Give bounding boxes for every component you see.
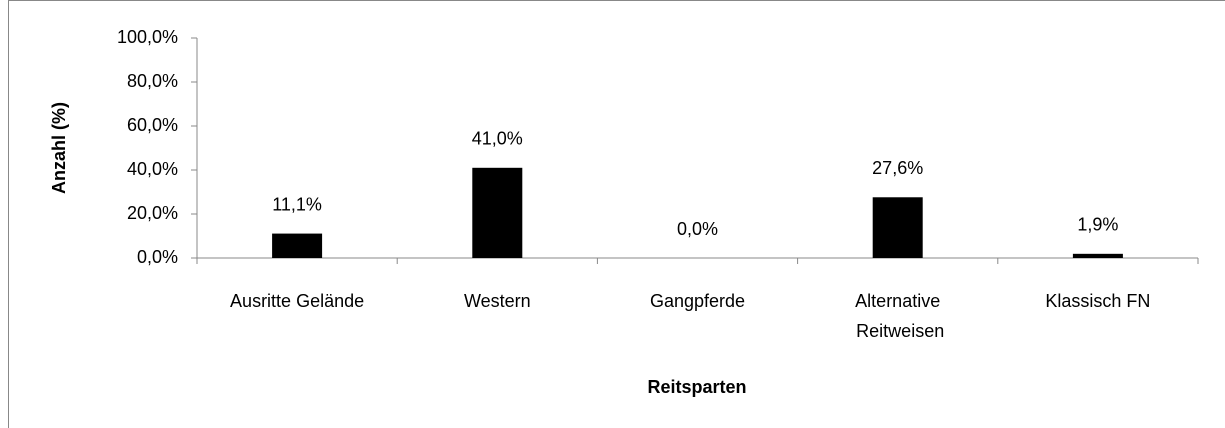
bar: [472, 167, 523, 258]
data-label: 27,6%: [872, 158, 923, 178]
y-tick-label: 20,0%: [127, 203, 178, 223]
y-tick-label: 60,0%: [127, 115, 178, 135]
data-label: 0,0%: [677, 219, 718, 239]
y-tick-label: 80,0%: [127, 71, 178, 91]
y-tick-label: 100,0%: [117, 27, 178, 47]
x-axis-label: Reitsparten: [647, 377, 746, 397]
data-label: 41,0%: [472, 129, 523, 149]
bar: [872, 197, 923, 258]
x-tick-label: Ausritte Gelände: [230, 291, 364, 311]
bar: [272, 233, 323, 258]
data-label: 11,1%: [272, 194, 322, 214]
bar: [1072, 253, 1123, 258]
y-tick-label: 0,0%: [137, 247, 178, 267]
x-tick-label: Klassisch FN: [1045, 291, 1150, 311]
x-tick-label: Alternative Reitweisen: [851, 291, 944, 341]
x-tick-label: Gangpferde: [650, 291, 745, 311]
data-label: 1,9%: [1077, 215, 1118, 235]
y-tick-label: 40,0%: [127, 159, 178, 179]
x-tick-label: Western: [464, 291, 531, 311]
chart-border: [8, 0, 1225, 428]
y-axis-label: Anzahl (%): [49, 102, 69, 194]
